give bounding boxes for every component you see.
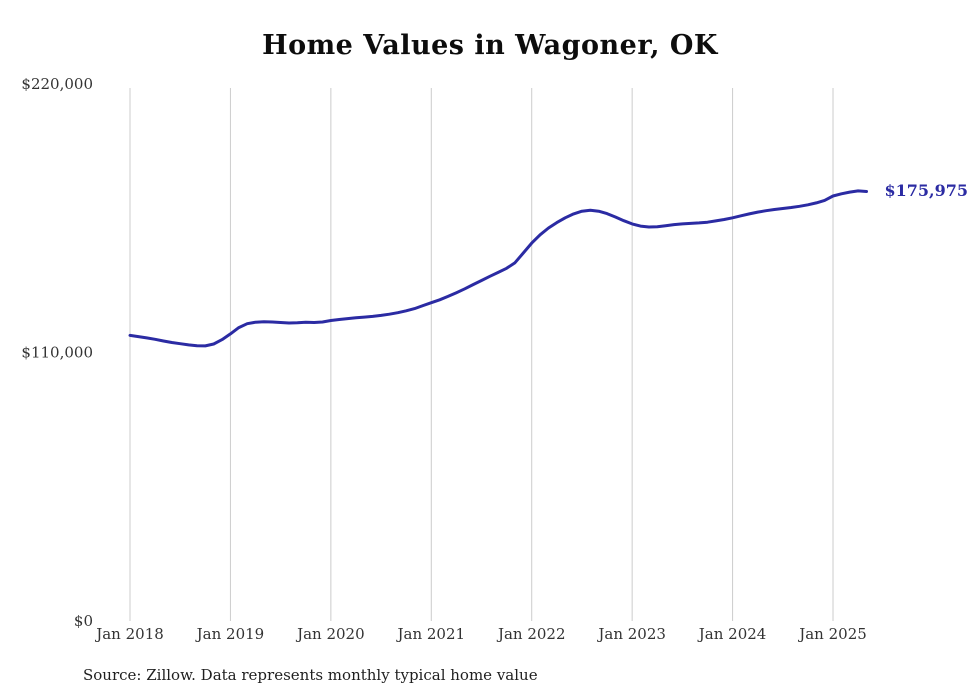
x-axis-tick-label: Jan 2019 — [195, 625, 265, 643]
x-axis-tick-label: Jan 2020 — [295, 625, 365, 643]
y-axis-tick-label: $220,000 — [21, 75, 93, 93]
y-axis-tick-label: $0 — [74, 612, 93, 630]
home-value-line — [128, 189, 868, 348]
source-note: Source: Zillow. Data represents monthly … — [83, 666, 538, 684]
x-axis-tick-label: Jan 2025 — [797, 625, 867, 643]
latest-value-label: $175,975 — [884, 181, 968, 201]
x-axis-tick-label: Jan 2022 — [496, 625, 566, 643]
x-axis-tick-label: Jan 2021 — [396, 625, 466, 643]
x-axis-tick-label: Jan 2018 — [94, 625, 164, 643]
y-axis-tick-label: $110,000 — [21, 344, 93, 362]
x-axis-tick-label: Jan 2023 — [596, 625, 666, 643]
chart-title: Home Values in Wagoner, OK — [262, 30, 718, 61]
x-axis-tick-label: Jan 2024 — [697, 625, 767, 643]
